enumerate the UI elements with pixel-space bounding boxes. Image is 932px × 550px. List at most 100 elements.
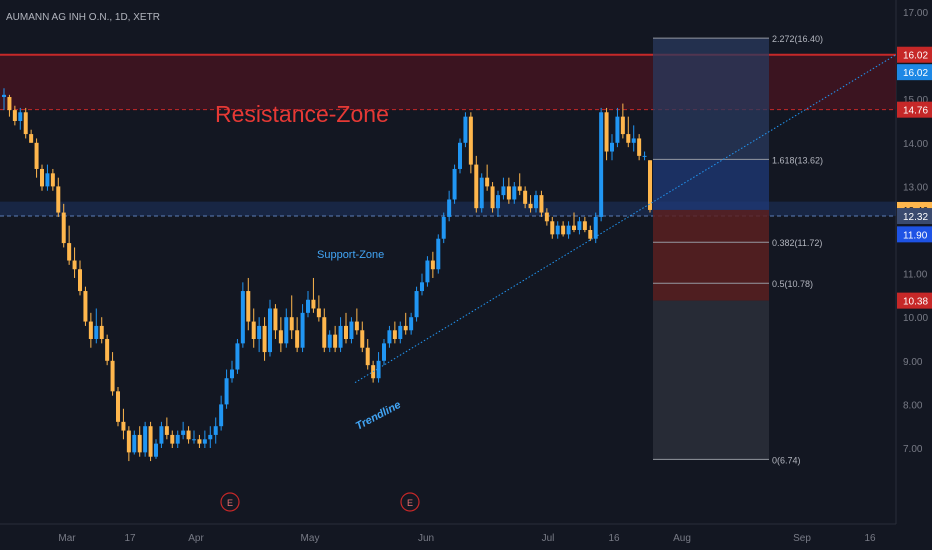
candle-body <box>61 212 66 244</box>
candle <box>50 168 55 191</box>
x-tick-label: 16 <box>608 533 620 544</box>
x-tick-label: Sep <box>793 533 811 544</box>
candle-body <box>398 325 403 339</box>
x-tick-label: 16 <box>864 533 876 544</box>
candle-body <box>387 330 392 344</box>
candle <box>604 107 609 161</box>
candle-body <box>83 291 88 322</box>
candle-body <box>306 299 310 313</box>
candle <box>441 212 446 244</box>
candle <box>83 286 88 326</box>
candle-body <box>468 116 473 165</box>
candle-body <box>262 325 267 353</box>
price-tag: 10.38 <box>897 292 932 309</box>
candle-body <box>648 160 652 210</box>
fib-level-label: 2.272(16.40) <box>772 34 823 44</box>
candle <box>186 426 191 444</box>
candle-body <box>192 439 196 441</box>
candle <box>593 212 598 244</box>
fib-level-label: 0.382(11.72) <box>772 238 822 248</box>
candle-body <box>94 325 99 339</box>
price-tag: 12.32 <box>897 208 932 225</box>
candle <box>251 308 256 348</box>
candle-body <box>316 308 321 318</box>
candle-body <box>175 434 180 444</box>
candle <box>159 421 164 448</box>
candle <box>588 225 593 241</box>
candle <box>523 186 528 209</box>
earnings-icon: E <box>407 498 413 508</box>
candle <box>34 138 39 178</box>
candle <box>132 430 137 455</box>
candle <box>425 256 430 287</box>
candle-body <box>447 199 452 217</box>
candle <box>137 426 142 457</box>
candle-body <box>132 434 137 453</box>
candle <box>240 282 245 348</box>
candle <box>273 304 278 339</box>
candle-body <box>344 325 348 339</box>
candle <box>67 225 72 265</box>
candle <box>344 312 348 344</box>
candle-body <box>539 195 544 213</box>
candle <box>631 125 636 152</box>
candle <box>78 260 82 296</box>
candle <box>566 221 571 239</box>
candle <box>148 421 153 462</box>
candle <box>257 317 262 353</box>
candle <box>414 286 419 322</box>
candle-body <box>154 443 158 457</box>
candle <box>365 339 370 370</box>
candle <box>306 291 310 318</box>
candle <box>485 164 490 191</box>
candle-body <box>148 426 153 457</box>
price-tag-bg <box>897 46 932 63</box>
candle-body <box>610 142 614 152</box>
fibonacci-extension[interactable]: 2.272(16.40) 1.618(13.62) 0.382(11.72) 0.5(… <box>653 34 823 465</box>
candle-body <box>420 282 424 292</box>
candle <box>637 134 642 161</box>
candle-body <box>615 116 620 143</box>
candle <box>436 234 441 274</box>
price-tag-bg <box>897 292 932 309</box>
earnings-marker-1[interactable]: E <box>220 492 240 512</box>
fib-level-label: 0(6.74) <box>772 455 801 465</box>
candle-body <box>289 317 294 331</box>
candle <box>12 105 17 126</box>
candle <box>202 430 207 448</box>
candle <box>327 330 332 353</box>
candle-body <box>338 325 343 348</box>
candle-body <box>534 195 538 209</box>
candle <box>528 195 533 213</box>
candle-body <box>501 186 506 196</box>
candle-body <box>143 426 148 453</box>
candle <box>610 134 614 161</box>
price-tag-bg <box>897 208 932 225</box>
overlay-lines <box>354 54 897 384</box>
candle-body <box>452 168 457 200</box>
price-tag-bg <box>897 64 932 81</box>
candle <box>154 439 158 459</box>
time-axis[interactable]: Mar 17 Apr May Jun Jul 16 Aug Sep 16 <box>58 533 876 544</box>
price-tag-label: 12.32 <box>903 212 928 223</box>
candle-body <box>29 134 34 143</box>
candle-body <box>528 203 533 209</box>
candle-body <box>257 325 262 339</box>
candle <box>648 160 652 213</box>
candle-body <box>40 168 44 187</box>
trendline-label: Trendline <box>354 399 403 433</box>
support-zone-label: Support-Zone <box>317 249 384 261</box>
candle <box>99 317 104 344</box>
x-tick-label: Aug <box>673 533 691 544</box>
earnings-marker-2[interactable]: E <box>400 492 420 512</box>
candle <box>295 317 300 353</box>
candle <box>479 173 484 213</box>
candle <box>458 138 462 174</box>
candle-body <box>45 173 50 187</box>
candle <box>94 308 99 344</box>
candle <box>110 352 115 396</box>
y-tick-label: 14.00 <box>903 139 928 150</box>
y-tick-label: 8.00 <box>903 400 923 411</box>
